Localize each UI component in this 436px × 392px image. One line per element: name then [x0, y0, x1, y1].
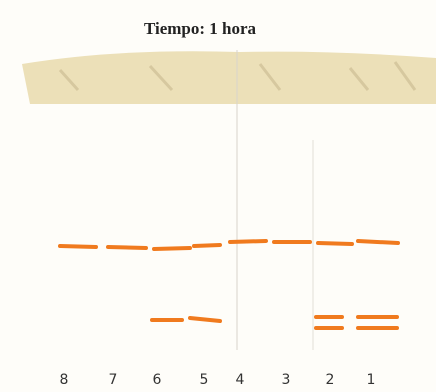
loading-strip	[22, 51, 436, 104]
band	[358, 241, 398, 243]
gel-image: Tiempo: 1 hora 8 7 6 5 4 3 2 1	[0, 0, 436, 392]
lane-label: 7	[109, 372, 118, 388]
lane-label: 6	[153, 372, 162, 388]
lane-label: 5	[200, 372, 209, 388]
band	[194, 245, 220, 246]
title: Tiempo: 1 hora	[144, 19, 257, 38]
band	[108, 247, 146, 248]
lane-label: 4	[236, 372, 245, 388]
lane-label: 3	[282, 372, 291, 388]
lane-label: 1	[367, 372, 376, 388]
band	[60, 246, 96, 247]
band	[318, 243, 352, 244]
band	[230, 241, 266, 242]
lane-label: 8	[60, 372, 69, 388]
band	[154, 248, 190, 249]
lane-label: 2	[326, 372, 335, 388]
